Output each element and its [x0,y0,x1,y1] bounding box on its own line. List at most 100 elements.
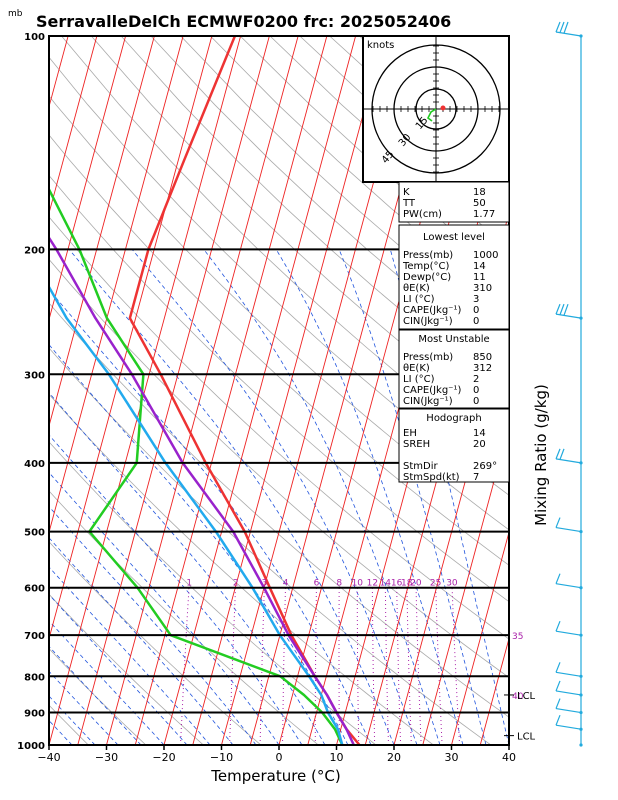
dry-adiabat [49,134,509,566]
pressure-tick-label: 200 [24,245,45,256]
wind-barb-shaft [555,690,582,696]
index-label: CAPE(Jkg⁻¹) [403,385,461,396]
index-value: 0 [473,316,479,327]
hodograph-index-box [398,408,510,483]
index-value: 50 [473,198,486,209]
wind-barb-flag [555,303,561,315]
mixing-ratio-label: 1 [186,579,192,589]
wind-barb-flag [559,448,565,460]
pressure-tick-label: 500 [24,528,45,539]
moist-adiabat [49,537,234,745]
pressure-tick-label: 700 [24,631,45,642]
x-tick-label: −40 [37,751,60,764]
wind-barb-base [579,710,583,715]
wind-barb-flag [555,714,561,726]
profile-line-3 [49,284,344,745]
mixing-ratio-line [229,587,236,745]
isotherm [49,36,155,428]
index-value: 1000 [473,250,498,261]
moist-adiabat [203,249,441,745]
wind-barb-flag [555,448,561,460]
index-label: LI (°C) [403,294,435,305]
pressure-tick-label: 600 [24,584,45,595]
index-label: Temp(°C) [402,261,450,272]
pressure-tick-label: 300 [24,370,45,381]
pressure-tick-label: 1000 [17,741,45,752]
most-unstable-box [398,329,510,409]
isotherm [0,36,11,745]
x-tick-label: −30 [95,751,118,764]
index-value: 14 [473,428,486,439]
pressure-tick-label: 900 [24,709,45,720]
mixing-ratio-label: 3 [262,579,268,589]
lcl-label: LCL [517,691,536,702]
index-value: 850 [473,352,492,363]
chart-title: SerravalleDelCh ECMWF0200 frc: 202505240… [36,12,451,31]
dry-adiabat [49,441,377,745]
wind-barb-base [579,633,583,637]
index-header: Most Unstable [418,334,489,345]
wind-barb-flag [555,573,561,584]
wind-barb-flag [555,620,561,632]
index-label: Press(mb) [403,250,453,261]
index-value: 2 [473,374,479,385]
index-value: 3 [473,294,479,305]
wind-barb-flag [555,517,561,528]
index-label: K [403,187,410,198]
mixing-ratio-label: 4 [283,579,289,589]
wind-profile [555,21,583,747]
mixing-ratio-label: 6 [314,579,320,589]
isotherm [422,424,509,745]
wind-barb-shaft [555,31,582,37]
index-value: 20 [473,439,486,450]
mixing-ratio-label: 10 [352,579,364,589]
mixing-ratio-line [406,587,412,745]
index-value: 310 [473,283,492,294]
index-label: SREH [403,439,430,450]
wind-barb-shaft [555,630,582,636]
index-label: StmSpd(kt) [403,472,460,483]
isotherm [77,36,270,745]
wind-barb-base [579,529,583,534]
mixing-ratio-label: 30 [446,579,458,589]
mixing-ratio-label: 12 [367,579,378,589]
wind-barb-shaft [555,458,582,464]
wind-barb-base [579,743,583,747]
wind-barb-flag [563,21,569,34]
background-lines [0,36,509,745]
index-label: CIN(Jkg⁻¹) [403,396,453,407]
hodograph: knots 15 30 45 [362,35,510,183]
lowest-level-box [398,224,510,330]
dry-adiabat [49,393,434,745]
index-value: 0 [473,396,479,407]
hodograph-storm-motion [440,105,446,111]
mixing-ratio-line [180,587,190,745]
index-value: 1.77 [473,209,495,220]
hodograph-units: knots [367,40,394,51]
mixing-ratio-label: 20 [410,579,422,589]
index-header: Hodograph [426,413,481,424]
index-label: CIN(Jkg⁻¹) [403,316,453,327]
mixing-ratio-label: 8 [336,579,342,589]
isotherm [49,36,184,534]
index-header: Lowest level [423,232,485,243]
index-value: 14 [473,261,486,272]
profile-line-2 [49,235,355,745]
hodograph-ticks [372,45,500,173]
dry-adiabat [49,56,509,496]
profiles [49,36,361,745]
isotherm [106,36,299,745]
index-value: 0 [473,385,479,396]
wind-barb-shaft [555,707,582,714]
wind-barb-flag [555,680,561,692]
moist-adiabat [49,344,349,745]
dry-adiabat [49,541,262,745]
mixing-ratio-line [435,587,443,745]
wind-barb-shaft [555,724,582,730]
wind-barb-shaft [555,526,582,533]
hodograph-trace [426,108,437,122]
mixing-ratio-label: 2 [233,579,239,589]
dry-adiabat [61,36,509,463]
dry-adiabat [49,490,319,745]
